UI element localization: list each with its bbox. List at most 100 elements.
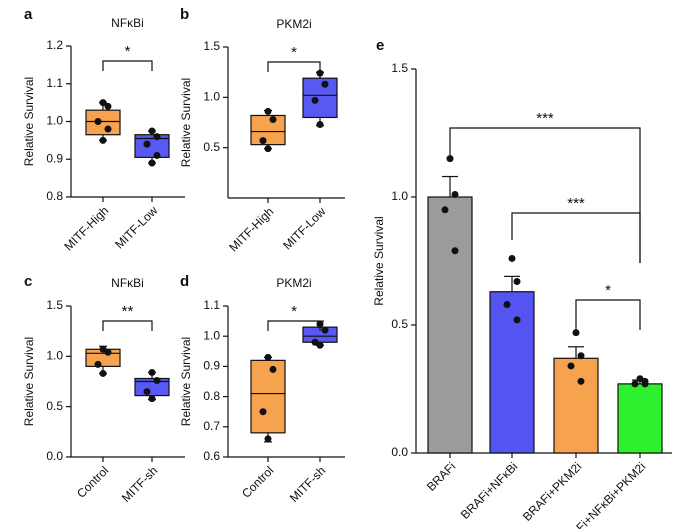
data-point: [508, 254, 516, 262]
data-point: [316, 121, 324, 129]
significance-label: *: [291, 303, 297, 320]
y-axis-label: Relative Survival: [179, 337, 193, 426]
x-tick-label: BRAFi+NFκBi: [458, 459, 520, 521]
significance-label: *: [125, 43, 131, 60]
data-point: [153, 151, 161, 159]
data-point: [94, 118, 102, 125]
data-point: [153, 376, 161, 384]
bar: [553, 357, 599, 454]
y-tick-label: 1.2: [46, 38, 63, 52]
data-point: [104, 348, 112, 356]
x-tick-label: MITF-Low: [280, 204, 328, 252]
x-tick-label: MITF-Low: [112, 203, 160, 251]
data-point: [104, 125, 112, 133]
data-point: [269, 115, 277, 123]
panel-letter: d: [180, 273, 189, 290]
data-point: [577, 352, 585, 360]
y-tick-label: 1.0: [203, 90, 220, 104]
data-point: [631, 380, 639, 388]
y-tick-label: 0.0: [46, 449, 63, 463]
significance-label: ***: [536, 110, 554, 127]
y-tick-label: 0.8: [203, 389, 220, 403]
data-point: [316, 69, 324, 77]
y-axis-label: Relative Survival: [179, 78, 193, 167]
significance-bracket: [575, 299, 641, 330]
chart-title: PKM2i: [276, 276, 311, 290]
panel-letter: e: [376, 37, 384, 54]
data-point: [259, 137, 267, 145]
bar: [427, 196, 473, 454]
y-tick-label: 1.0: [203, 328, 220, 342]
y-tick-label: 0.0: [391, 445, 408, 459]
y-tick-label: 0.9: [203, 359, 220, 373]
data-point: [441, 206, 449, 214]
y-tick-label: 0.9: [46, 151, 63, 165]
y-tick-label: 1.5: [203, 39, 220, 53]
bar: [617, 383, 663, 454]
chart-title: NFκBi: [111, 16, 144, 30]
box: [250, 114, 286, 146]
data-point: [316, 341, 324, 349]
y-tick-label: 0.7: [203, 419, 220, 433]
y-tick-label: 1.0: [46, 114, 63, 128]
y-tick-label: 1.1: [46, 76, 63, 90]
box: [302, 77, 338, 119]
y-axis-label: Relative Survival: [22, 337, 36, 426]
data-point: [451, 247, 459, 255]
y-tick-label: 0.5: [46, 399, 63, 413]
panel-letter: a: [24, 6, 33, 23]
y-tick-label: 0.5: [391, 317, 408, 331]
x-tick-label: Control: [74, 463, 111, 500]
significance-bracket: [102, 320, 153, 331]
y-tick-label: 0.6: [203, 449, 220, 463]
y-tick-label: 1.1: [203, 298, 220, 312]
significance-bracket: [102, 60, 153, 71]
data-point: [269, 365, 277, 373]
y-tick-label: 1.0: [391, 189, 408, 203]
y-axis-label: Relative Survival: [372, 216, 386, 305]
y-tick-label: 1.5: [46, 298, 63, 312]
data-point: [148, 395, 156, 403]
data-point: [451, 190, 459, 198]
panel-letter: c: [24, 273, 32, 290]
chart-title: PKM2i: [276, 17, 311, 31]
data-point: [148, 127, 156, 135]
data-point: [577, 377, 585, 385]
box: [134, 134, 170, 158]
x-tick-label: MITF-sh: [287, 463, 328, 504]
data-point: [572, 329, 580, 337]
panel-letter: b: [180, 6, 189, 23]
x-tick-label: MITF-High: [61, 203, 111, 253]
significance-bracket: [267, 320, 321, 331]
y-tick-label: 0.8: [46, 189, 63, 203]
data-point: [264, 435, 272, 443]
x-tick-label: Control: [239, 463, 276, 500]
data-point: [567, 362, 575, 370]
significance-label: *: [605, 282, 611, 299]
data-point: [513, 316, 521, 324]
y-tick-label: 1.5: [391, 61, 408, 75]
data-point: [321, 80, 329, 88]
data-point: [503, 301, 511, 309]
x-tick-label: MITF-sh: [119, 463, 160, 504]
data-point: [99, 136, 107, 144]
y-axis-label: Relative Survival: [22, 77, 36, 166]
data-point: [143, 140, 151, 148]
x-tick-label: BRAFi: [424, 459, 458, 493]
y-tick-label: 1.0: [46, 349, 63, 363]
data-point: [264, 145, 272, 153]
chart-title: NFκBi: [111, 276, 144, 290]
significance-label: ***: [567, 195, 585, 212]
data-point: [153, 133, 161, 141]
data-point: [264, 107, 272, 115]
box: [250, 359, 286, 434]
bar: [489, 291, 535, 454]
data-point: [513, 277, 521, 285]
significance-bracket: [449, 127, 641, 263]
data-point: [641, 380, 649, 388]
y-tick-label: 0.5: [203, 140, 220, 154]
data-point: [311, 96, 319, 104]
data-point: [264, 353, 272, 361]
significance-bracket: [511, 212, 641, 263]
